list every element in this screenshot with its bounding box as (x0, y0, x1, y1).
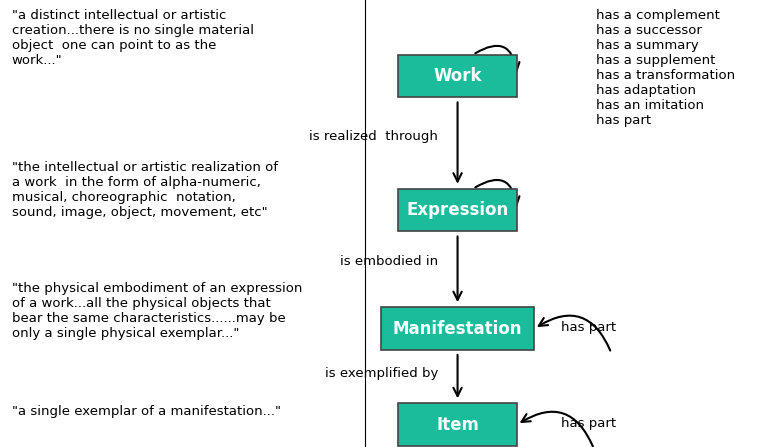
Text: has part: has part (561, 320, 617, 334)
FancyBboxPatch shape (398, 189, 518, 232)
Text: "a distinct intellectual or artistic
creation...there is no single material
obje: "a distinct intellectual or artistic cre… (12, 9, 254, 67)
Text: "the physical embodiment of an expression
of a work...all the physical objects t: "the physical embodiment of an expressio… (12, 282, 302, 340)
Text: has part: has part (561, 417, 617, 430)
Text: is embodied in: is embodied in (340, 255, 438, 268)
Text: Manifestation: Manifestation (393, 320, 522, 337)
Text: Work: Work (433, 67, 482, 85)
Text: "a single exemplar of a manifestation...": "a single exemplar of a manifestation...… (12, 405, 281, 417)
Text: "the intellectual or artistic realization of
a work  in the form of alpha-numeri: "the intellectual or artistic realizatio… (12, 161, 278, 219)
Text: Item: Item (436, 416, 479, 434)
Text: is exemplified by: is exemplified by (325, 367, 438, 380)
FancyBboxPatch shape (381, 308, 534, 350)
Text: Expression: Expression (407, 201, 508, 219)
FancyBboxPatch shape (398, 55, 518, 97)
Text: is realized  through: is realized through (309, 130, 438, 143)
Text: has a complement
has a successor
has a summary
has a supplement
has a transforma: has a complement has a successor has a s… (596, 9, 735, 127)
FancyBboxPatch shape (398, 403, 518, 446)
